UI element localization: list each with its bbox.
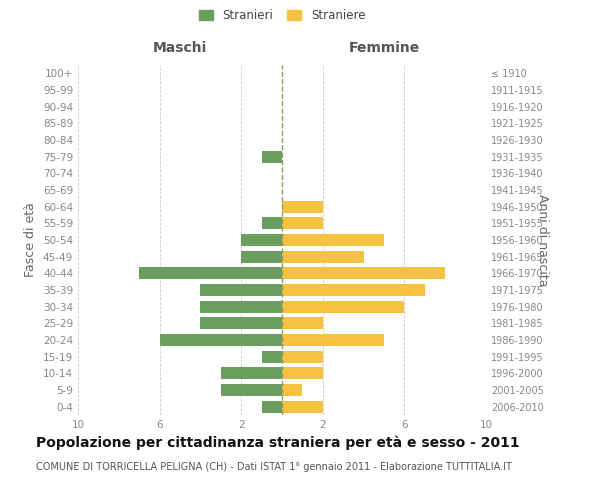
Bar — [262, 218, 282, 230]
Bar — [282, 250, 364, 262]
Bar — [221, 368, 282, 380]
Bar — [139, 268, 282, 280]
Bar — [282, 268, 445, 280]
Bar — [200, 284, 282, 296]
Bar — [282, 400, 323, 412]
Y-axis label: Anni di nascita: Anni di nascita — [536, 194, 549, 286]
Text: Maschi: Maschi — [153, 40, 207, 54]
Bar — [282, 350, 323, 362]
Text: Femmine: Femmine — [349, 40, 419, 54]
Text: Popolazione per cittadinanza straniera per età e sesso - 2011: Popolazione per cittadinanza straniera p… — [36, 435, 520, 450]
Bar — [282, 368, 323, 380]
Bar — [282, 318, 323, 330]
Bar — [262, 350, 282, 362]
Bar — [282, 384, 302, 396]
Bar — [200, 300, 282, 312]
Bar — [262, 150, 282, 162]
Bar — [160, 334, 282, 346]
Bar — [282, 218, 323, 230]
Bar — [241, 234, 282, 246]
Bar — [262, 400, 282, 412]
Text: COMUNE DI TORRICELLA PELIGNA (CH) - Dati ISTAT 1° gennaio 2011 - Elaborazione TU: COMUNE DI TORRICELLA PELIGNA (CH) - Dati… — [36, 462, 512, 472]
Legend: Stranieri, Straniere: Stranieri, Straniere — [195, 6, 369, 26]
Bar — [282, 284, 425, 296]
Bar — [282, 300, 404, 312]
Bar — [221, 384, 282, 396]
Bar — [282, 200, 323, 212]
Bar — [282, 234, 384, 246]
Bar — [282, 334, 384, 346]
Bar — [241, 250, 282, 262]
Bar — [200, 318, 282, 330]
Y-axis label: Fasce di età: Fasce di età — [25, 202, 37, 278]
